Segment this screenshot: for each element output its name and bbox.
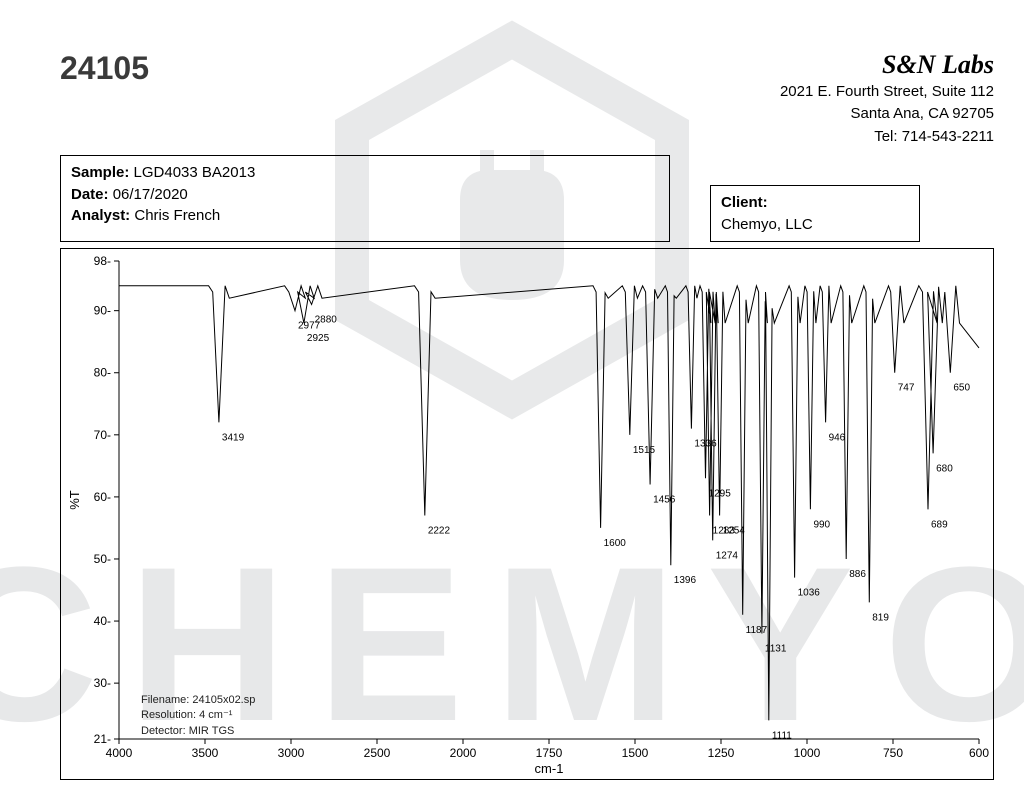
svg-text:1456: 1456 [653,495,676,506]
sample-box: Sample: LGD4033 BA2013 Date: 06/17/2020 … [60,155,670,243]
header-row: 24105 S&N Labs 2021 E. Fourth Street, Su… [60,50,994,147]
client-value: Chemyo, LLC [721,214,909,236]
svg-text:1187: 1187 [746,625,768,636]
ir-spectrum-chart: 21- 30- 40- 50- 60- 70- 80- 90- 98- 4000 3500 3000 2… [60,248,994,780]
svg-text:750: 750 [883,746,903,760]
svg-text:886: 886 [849,569,866,580]
analyst-label: Analyst: [71,207,130,224]
svg-text:98-: 98- [94,254,111,268]
lab-block: S&N Labs 2021 E. Fourth Street, Suite 11… [780,50,994,147]
lab-addr1: 2021 E. Fourth Street, Suite 112 [780,82,994,102]
chart-meta-box: Filename: 24105x02.sp Resolution: 4 cm⁻¹… [141,693,255,739]
svg-text:990: 990 [813,520,830,531]
svg-text:70-: 70- [94,428,111,442]
svg-text:1600: 1600 [604,538,627,549]
svg-text:90-: 90- [94,304,111,318]
meta-detector-label: Detector: [141,725,186,737]
svg-text:819: 819 [872,613,889,624]
svg-text:3419: 3419 [222,433,245,444]
svg-text:2500: 2500 [364,746,391,760]
svg-text:%T: %T [67,490,82,510]
lab-addr2: Santa Ana, CA 92705 [780,104,994,124]
svg-text:2880: 2880 [315,315,338,326]
svg-text:680: 680 [936,464,953,475]
svg-text:2222: 2222 [428,526,451,537]
meta-filename-value: 24105x02.sp [192,694,255,706]
client-label: Client: [721,194,768,211]
analyst-value: Chris French [134,207,220,224]
svg-text:2000: 2000 [450,746,477,760]
svg-text:747: 747 [898,383,915,394]
date-label: Date: [71,186,109,203]
svg-text:1254: 1254 [723,526,746,537]
meta-detector-value: MIR TGS [189,725,235,737]
svg-text:cm-1: cm-1 [535,761,564,776]
svg-text:1750: 1750 [536,746,563,760]
svg-text:1131: 1131 [765,644,787,655]
svg-text:1336: 1336 [694,439,717,450]
client-box: Client: Chemyo, LLC [710,185,920,243]
svg-text:3500: 3500 [192,746,219,760]
svg-text:60-: 60- [94,490,111,504]
svg-text:689: 689 [931,520,948,531]
svg-text:600: 600 [969,746,989,760]
meta-filename-label: Filename: [141,694,189,706]
svg-text:1396: 1396 [674,575,697,586]
lab-tel: Tel: 714-543-2211 [780,127,994,147]
info-row: Sample: LGD4033 BA2013 Date: 06/17/2020 … [60,155,994,243]
meta-resolution-value: 4 cm⁻¹ [199,709,232,721]
svg-text:1111: 1111 [772,731,792,742]
svg-text:80-: 80- [94,366,111,380]
svg-text:946: 946 [829,433,846,444]
svg-text:21-: 21- [94,732,111,746]
svg-text:1500: 1500 [622,746,649,760]
sample-value: LGD4033 BA2013 [134,164,256,181]
sample-label: Sample: [71,164,129,181]
svg-text:1295: 1295 [709,489,732,500]
svg-text:3000: 3000 [278,746,305,760]
report-id: 24105 [60,50,149,87]
lab-name: S&N Labs [780,50,994,80]
svg-text:1000: 1000 [794,746,821,760]
svg-text:2925: 2925 [307,333,330,344]
meta-resolution-label: Resolution: [141,709,196,721]
svg-text:1274: 1274 [716,551,739,562]
date-value: 06/17/2020 [113,186,188,203]
svg-text:30-: 30- [94,676,111,690]
svg-text:1515: 1515 [633,445,656,456]
svg-text:40-: 40- [94,614,111,628]
svg-text:4000: 4000 [106,746,133,760]
svg-text:650: 650 [953,383,970,394]
svg-text:50-: 50- [94,552,111,566]
svg-text:1250: 1250 [708,746,735,760]
svg-text:1036: 1036 [798,588,821,599]
